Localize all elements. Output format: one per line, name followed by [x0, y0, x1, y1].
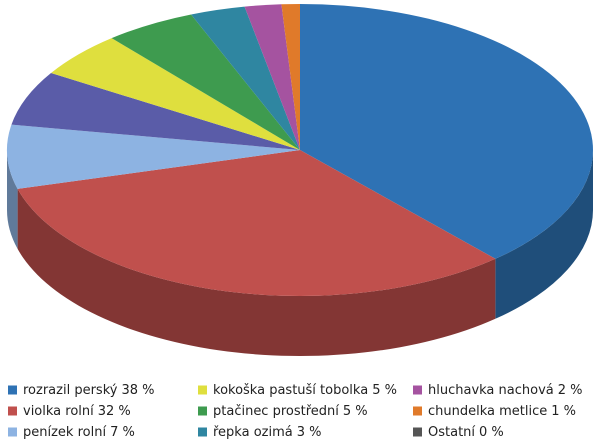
legend-swatch [8, 427, 17, 437]
slice [244, 4, 300, 150]
legend-label: hluchavka nachová 2 % [428, 383, 583, 398]
legend-label: Ostatní 0 % [428, 425, 504, 440]
legend-category: kokoška pastuší tobolka [213, 383, 368, 398]
legend-swatch [413, 427, 422, 437]
slice [191, 6, 300, 150]
legend-label: ptačinec prostřední 5 % [213, 404, 368, 419]
legend-label: chundelka metlice 1 % [428, 404, 576, 419]
legend-value: 0 % [479, 425, 504, 440]
legend-label: penízek rolní 7 % [23, 425, 135, 440]
legend-category: rozrazil perský [23, 383, 118, 398]
legend-value: 7 % [110, 425, 135, 440]
legend-category: Ostatní [428, 425, 475, 440]
legend-category: hluchavka nachová [428, 383, 554, 398]
legend-swatch [198, 385, 207, 395]
legend-category: chundelka metlice [428, 404, 547, 419]
legend-value: 32 % [98, 404, 131, 419]
slice [51, 38, 300, 150]
legend-swatch [413, 385, 422, 395]
slice-side [17, 188, 496, 357]
slice [111, 14, 300, 150]
slice [11, 73, 301, 150]
slice [281, 4, 300, 150]
legend-category: řepka ozimá [213, 425, 293, 440]
legend-label: rozrazil perský 38 % [23, 383, 154, 398]
legend-value: 5 % [343, 404, 368, 419]
legend-category: ptačinec prostřední [213, 404, 339, 419]
slice-side [7, 150, 18, 249]
legend-label: violka rolní 32 % [23, 404, 131, 419]
legend-value: 3 % [297, 425, 322, 440]
legend-value: 5 % [372, 383, 397, 398]
legend-swatch [8, 406, 17, 416]
legend-value: 2 % [558, 383, 583, 398]
legend-value: 38 % [121, 383, 154, 398]
legend-swatch [198, 427, 207, 437]
slice [17, 150, 496, 297]
legend-category: violka rolní [23, 404, 94, 419]
slice-side [495, 150, 593, 319]
legend-value: 1 % [551, 404, 576, 419]
legend-label: kokoška pastuší tobolka 5 % [213, 383, 397, 398]
legend-label: řepka ozimá 3 % [213, 425, 322, 440]
legend-swatch [198, 406, 207, 416]
legend-swatch [413, 406, 422, 416]
slice [300, 4, 594, 259]
legend-category: penízek rolní [23, 425, 106, 440]
slice [6, 124, 300, 189]
legend-swatch [8, 385, 17, 395]
